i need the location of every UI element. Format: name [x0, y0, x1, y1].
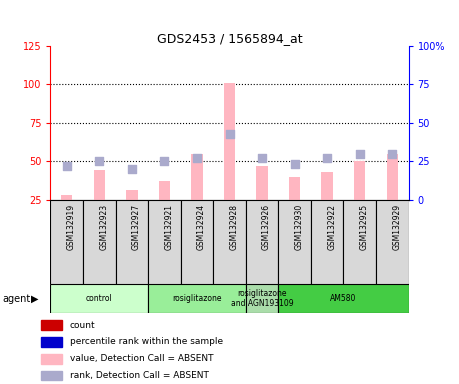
Bar	[41, 354, 62, 364]
Text: GSM132926: GSM132926	[262, 204, 271, 250]
Bar	[83, 200, 116, 284]
Bar	[246, 200, 278, 284]
Text: GSM132919: GSM132919	[67, 204, 76, 250]
Text: GSM132927: GSM132927	[132, 204, 141, 250]
Point	[324, 155, 331, 161]
Text: GSM132923: GSM132923	[99, 204, 108, 250]
Bar	[224, 83, 235, 200]
Text: count: count	[70, 321, 95, 330]
Text: percentile rank within the sample: percentile rank within the sample	[70, 338, 223, 346]
Bar	[159, 181, 170, 200]
Bar	[311, 200, 343, 284]
Text: GSM132924: GSM132924	[197, 204, 206, 250]
Text: GSM132925: GSM132925	[360, 204, 369, 250]
Bar	[41, 371, 62, 380]
Bar	[126, 190, 138, 200]
Title: GDS2453 / 1565894_at: GDS2453 / 1565894_at	[157, 32, 302, 45]
Point	[226, 131, 233, 137]
Point	[128, 166, 135, 172]
Text: ▶: ▶	[31, 293, 39, 304]
Point	[161, 158, 168, 164]
Bar	[343, 200, 376, 284]
Bar	[50, 284, 148, 313]
Text: control: control	[86, 294, 113, 303]
Text: rank, Detection Call = ABSENT: rank, Detection Call = ABSENT	[70, 371, 209, 380]
Bar	[116, 200, 148, 284]
Text: AM580: AM580	[330, 294, 357, 303]
Bar	[278, 284, 409, 313]
Bar	[50, 200, 83, 284]
Bar	[246, 284, 278, 313]
Bar	[354, 161, 365, 200]
Bar	[41, 337, 62, 347]
Bar	[256, 166, 268, 200]
Text: GSM132928: GSM132928	[230, 204, 239, 250]
Bar	[148, 284, 246, 313]
Point	[63, 163, 70, 169]
Bar	[148, 200, 181, 284]
Text: GSM132921: GSM132921	[164, 204, 174, 250]
Point	[258, 155, 266, 161]
Bar	[289, 177, 300, 200]
Point	[193, 155, 201, 161]
Point	[356, 151, 364, 157]
Bar	[386, 154, 398, 200]
Bar	[61, 195, 73, 200]
Bar	[94, 170, 105, 200]
Bar	[213, 200, 246, 284]
Text: agent: agent	[2, 293, 31, 304]
Bar	[278, 200, 311, 284]
Bar	[191, 154, 203, 200]
Point	[291, 161, 298, 167]
Point	[95, 158, 103, 164]
Bar	[376, 200, 409, 284]
Bar	[321, 172, 333, 200]
Text: GSM132930: GSM132930	[295, 204, 303, 250]
Text: GSM132922: GSM132922	[327, 204, 336, 250]
Text: value, Detection Call = ABSENT: value, Detection Call = ABSENT	[70, 354, 213, 363]
Bar	[181, 200, 213, 284]
Text: GSM132929: GSM132929	[392, 204, 401, 250]
Text: rosiglitazone
and AGN193109: rosiglitazone and AGN193109	[231, 289, 293, 308]
Point	[389, 151, 396, 157]
Text: rosiglitazone: rosiglitazone	[172, 294, 222, 303]
Bar	[41, 321, 62, 330]
